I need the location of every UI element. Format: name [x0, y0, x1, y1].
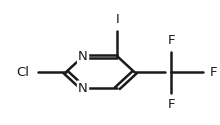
Text: F: F [210, 66, 217, 79]
Text: F: F [167, 34, 175, 47]
Text: N: N [78, 50, 88, 63]
Text: N: N [78, 82, 88, 95]
Text: I: I [116, 13, 119, 26]
Text: Cl: Cl [16, 66, 29, 79]
Text: F: F [167, 98, 175, 111]
